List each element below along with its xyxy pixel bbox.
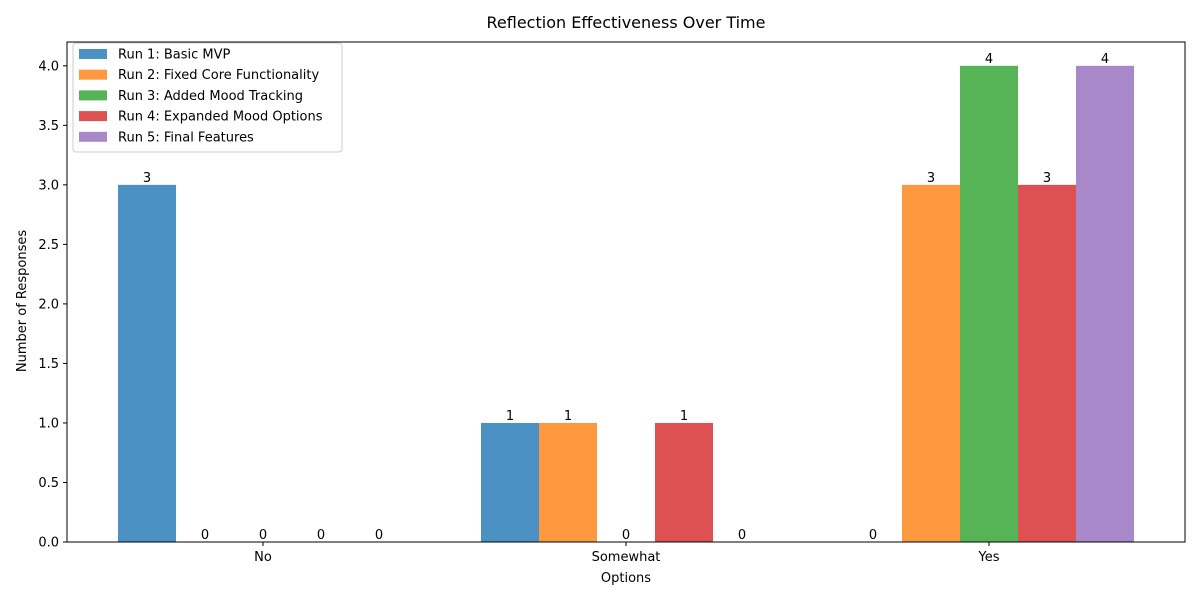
chart-title: Reflection Effectiveness Over Time: [487, 13, 766, 32]
legend-label: Run 3: Added Mood Tracking: [118, 89, 303, 104]
y-tick-label: 0.0: [38, 536, 59, 551]
y-axis: 0.0 0.5 1.0 1.5 2.0 2.5 3.0 3.5 4.0: [38, 59, 67, 551]
x-tick-label: Yes: [978, 550, 1000, 565]
legend-swatch: [79, 131, 107, 142]
bar: [1076, 65, 1134, 543]
data-label: 3: [927, 171, 935, 186]
y-axis-title: Number of Responses: [15, 230, 30, 372]
x-tick-label: No: [254, 550, 272, 565]
data-label: 1: [680, 409, 688, 424]
y-tick-label: 0.5: [38, 476, 59, 491]
data-label: 0: [622, 528, 630, 543]
y-tick-label: 3.0: [38, 178, 59, 193]
data-label: 0: [869, 528, 877, 543]
legend-label: Run 5: Final Features: [118, 130, 254, 145]
data-label: 1: [506, 409, 514, 424]
data-label: 0: [738, 528, 746, 543]
bar: [655, 422, 713, 542]
data-label: 3: [1043, 171, 1051, 186]
data-label: 3: [143, 171, 151, 186]
data-label: 0: [317, 528, 325, 543]
legend-box: [72, 42, 343, 153]
legend-swatch: [79, 111, 107, 122]
data-label: 4: [985, 52, 993, 67]
legend-label: Run 1: Basic MVP: [118, 48, 231, 63]
legend-label: Run 2: Fixed Core Functionality: [118, 68, 319, 83]
bar: [481, 422, 539, 542]
bar: [1018, 184, 1076, 542]
bar: [960, 65, 1018, 543]
legend: Run 1: Basic MVP Run 2: Fixed Core Functi…: [72, 42, 343, 153]
data-label: 0: [259, 528, 267, 543]
data-label: 0: [375, 528, 383, 543]
legend-swatch: [79, 69, 107, 80]
y-tick-label: 1.5: [38, 357, 59, 372]
y-tick-label: 1.0: [38, 416, 59, 431]
legend-swatch: [79, 90, 107, 101]
bars-group: [118, 65, 1134, 543]
y-tick-label: 4.0: [38, 59, 59, 74]
legend-swatch: [79, 49, 107, 59]
data-label: 4: [1101, 52, 1109, 67]
y-tick-label: 2.5: [38, 238, 59, 253]
data-label: 0: [201, 528, 209, 543]
data-labels-group: 3 0 0 0 0 1 1 0 1 0 0 3 4 3 4: [143, 52, 1109, 543]
bar: [118, 184, 176, 542]
bar: [902, 184, 960, 542]
y-tick-label: 2.0: [38, 297, 59, 312]
y-tick-label: 3.5: [38, 119, 59, 134]
x-tick-label: Somewhat: [592, 550, 661, 565]
bar: [539, 422, 597, 542]
x-axis-title: Options: [601, 571, 651, 586]
data-label: 1: [564, 409, 572, 424]
legend-label: Run 4: Expanded Mood Options: [118, 110, 323, 125]
x-axis: No Somewhat Yes: [254, 542, 1000, 565]
